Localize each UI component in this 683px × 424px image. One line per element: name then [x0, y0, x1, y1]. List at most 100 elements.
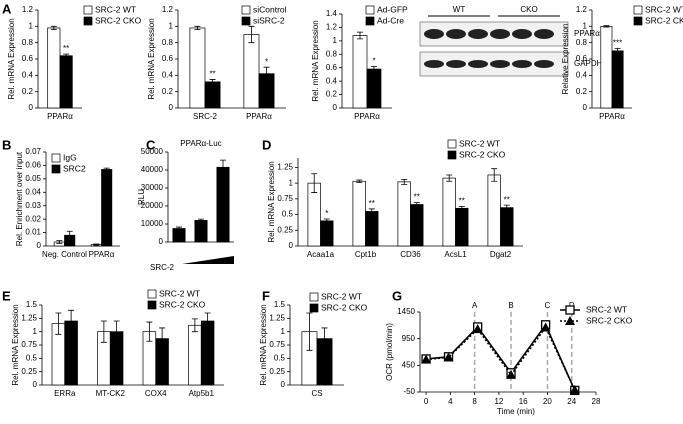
- y-tick-label: 10000: [141, 219, 164, 228]
- x-tick-label: CS: [311, 389, 322, 398]
- y-tick-label: 0: [333, 103, 338, 112]
- blot-band: [512, 60, 532, 68]
- blot-column-label: WT: [453, 5, 466, 14]
- error-bar: [401, 178, 408, 185]
- error-bar: [603, 25, 610, 28]
- significance: **: [369, 199, 375, 208]
- blot-band: [468, 29, 488, 39]
- y-tick-label: 0.8: [326, 49, 338, 58]
- x-tick-label: PPARα: [89, 250, 115, 259]
- bar: [216, 166, 230, 243]
- y-tick-label: 950: [402, 334, 416, 343]
- y-axis-title: Rel. mRNA Expression: [7, 18, 16, 99]
- y-tick-label: 0.6: [162, 54, 174, 63]
- x-tick-label: CD36: [400, 250, 421, 259]
- y-tick-label: 0.6: [576, 54, 588, 63]
- x-tick-label: Acaa1a: [307, 250, 335, 259]
- legend-label: SRC-2 WT: [159, 288, 200, 298]
- phase-label: C: [545, 301, 551, 310]
- bar: [172, 228, 186, 243]
- legend-label: siControl: [253, 4, 287, 14]
- bar: [200, 320, 215, 386]
- legend-label: SRC-2 WT: [586, 304, 627, 314]
- y-axis-title: Rel. mRNA Expression: [259, 304, 268, 385]
- x-tick-label: Cpt1b: [355, 250, 377, 259]
- y-tick-label: 1450: [397, 307, 415, 316]
- y-tick-label: 0.2: [22, 87, 34, 96]
- y-tick-label: 0: [281, 380, 286, 389]
- error-bar: [176, 226, 182, 231]
- legend-swatch: [309, 303, 319, 313]
- y-tick-label: 450: [402, 360, 416, 369]
- legend-label: SRC-2 CKO: [321, 302, 368, 312]
- blot-row-label: PPARα: [574, 29, 600, 38]
- y-tick-label: 0.6: [22, 54, 34, 63]
- bar: [243, 34, 260, 109]
- y-tick-label: 1.5: [274, 300, 286, 309]
- y-tick-label: 1.4: [326, 9, 338, 18]
- x-tick-label: 24: [567, 397, 576, 406]
- marker: [540, 322, 551, 332]
- legend-label: SRC-2 WT: [645, 4, 683, 14]
- error-bar: [56, 240, 63, 244]
- blot-column-label: CKO: [520, 5, 537, 14]
- error-bar: [198, 218, 204, 223]
- y-tick-label: 0.2: [326, 90, 338, 99]
- y-tick-label: 0.75: [269, 340, 285, 349]
- y-tick-label: 0: [289, 241, 294, 250]
- significance: **: [209, 70, 215, 79]
- y-tick-label: 0.5: [26, 353, 38, 362]
- y-tick-label: 1.2: [576, 5, 588, 14]
- legend-swatch: [83, 16, 93, 26]
- y-axis-title: Rel. mRNA Expression: [311, 20, 320, 101]
- marker: [472, 324, 483, 334]
- significance: **: [504, 195, 510, 204]
- x-tick-label: Atp5b1: [189, 389, 215, 398]
- y-tick-label: 0.5: [282, 210, 294, 219]
- y-tick-label: 0.25: [269, 367, 285, 376]
- y-tick-label: 0.03: [25, 201, 41, 210]
- error-bar: [194, 25, 201, 30]
- bar: [365, 211, 379, 247]
- legend-swatch: [83, 5, 93, 15]
- y-tick-label: 1.2: [22, 5, 34, 14]
- y-axis-title: Rel. mRNA Expression: [147, 18, 156, 99]
- y-tick-label: 0.2: [162, 87, 174, 96]
- y-tick-label: 0.5: [274, 353, 286, 362]
- x-tick-label: 0: [424, 397, 429, 406]
- x-tick-label: PPARα: [47, 112, 73, 121]
- error-bar: [63, 53, 70, 58]
- y-tick-label: 0: [159, 237, 164, 246]
- y-axis-title: Relative Expression: [561, 24, 570, 95]
- blot-band: [490, 29, 510, 39]
- y-tick-label: 0.02: [25, 214, 41, 223]
- y-tick-label: 0: [169, 103, 174, 112]
- y-tick-label: 0.6: [326, 63, 338, 72]
- y-tick-label: 0.75: [21, 340, 37, 349]
- panel-label: E: [2, 288, 11, 303]
- bar: [600, 25, 613, 109]
- legend-swatch: [147, 289, 157, 299]
- error-bar: [371, 65, 377, 73]
- legend-swatch: [241, 16, 251, 26]
- x-tick-label: 8: [472, 397, 477, 406]
- y-axis-title: OCR (pmol/min): [385, 323, 394, 381]
- y-tick-label: 1: [33, 327, 38, 336]
- error-bar: [368, 208, 375, 215]
- significance: **: [63, 44, 69, 53]
- legend-marker: [565, 316, 575, 325]
- error-bar: [100, 320, 107, 343]
- legend-label: SRC-2 CKO: [95, 15, 142, 25]
- legend-label: IgG: [63, 152, 77, 162]
- legend-label: SRC-2 CKO: [586, 315, 633, 325]
- error-bar: [263, 66, 270, 81]
- legend-swatch: [447, 139, 457, 149]
- legend-marker: [565, 305, 575, 315]
- legend-swatch: [447, 150, 457, 160]
- x-tick-label: 4: [448, 397, 453, 406]
- significance: **: [459, 197, 465, 206]
- legend-swatch: [241, 5, 251, 15]
- x-tick-label: PPARα: [354, 112, 380, 121]
- legend-swatch: [309, 292, 319, 302]
- y-tick-label: 1: [583, 21, 588, 30]
